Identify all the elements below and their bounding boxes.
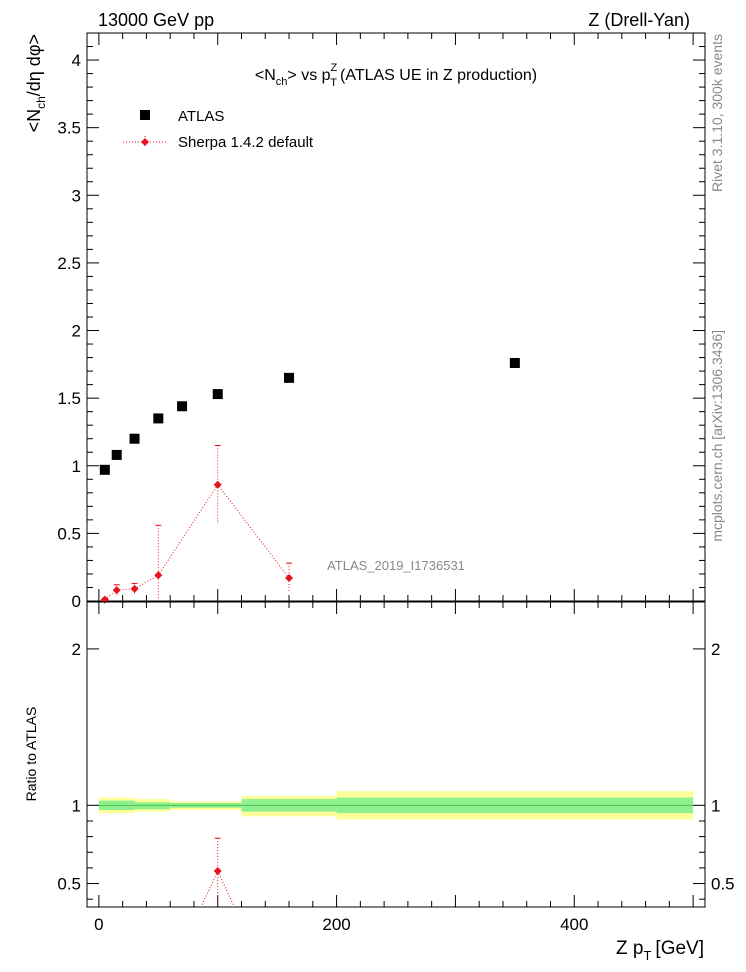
atlas-point (111, 449, 122, 460)
sherpa-point (112, 586, 121, 595)
legend-atlas-label: ATLAS (178, 108, 224, 125)
atlas-point (284, 372, 295, 383)
atlas-point (509, 357, 520, 368)
upper-y-tick-label: 1.5 (57, 389, 81, 408)
legend-sherpa-label: Sherpa 1.4.2 default (178, 134, 314, 151)
x-tick-label: 0 (94, 915, 103, 934)
legend: ATLAS Sherpa 1.4.2 default (123, 108, 314, 151)
atlas-point (129, 433, 140, 444)
upper-axis-ticks: 0 0.5 1 1.5 2 2.5 3 3.5 4 (57, 32, 705, 611)
mcplots-label: mcplots.cern.ch [arXiv:1306.3436] (709, 330, 725, 542)
y-axis-label: <Nch/dη dφ> (24, 34, 48, 132)
atlas-point (153, 413, 164, 424)
chart-title: <Nch> vs pZ T (ATLAS UE in Z production) (255, 62, 537, 89)
sherpa-point (154, 571, 163, 580)
upper-data (99, 357, 520, 604)
ratio-data (200, 837, 235, 908)
upper-y-tick-label: 0 (72, 592, 81, 611)
atlas-point (99, 464, 110, 475)
atlas-point (177, 401, 188, 412)
upper-y-tick-label: 2 (72, 322, 81, 341)
ratio-y-axis-label: Ratio to ATLAS (23, 707, 39, 802)
ratio-y-tick-label-right: 1 (711, 796, 720, 815)
ratio-line-left (200, 870, 219, 908)
legend-atlas-marker (140, 110, 150, 120)
upper-y-tick-label: 0.5 (57, 524, 81, 543)
ratio-bands (98, 791, 694, 820)
rivet-label: Rivet 3.1.10, 300k events (709, 34, 725, 192)
ratio-y-tick-label: 2 (72, 640, 81, 659)
legend-sherpa-marker (141, 138, 149, 146)
upper-y-tick-label: 3 (72, 186, 81, 205)
sherpa-point (130, 584, 139, 593)
ratio-y-tick-label: 0.5 (57, 875, 81, 894)
ratio-line-right (217, 870, 235, 908)
upper-y-tick-label: 1 (72, 457, 81, 476)
x-tick-label: 200 (322, 915, 350, 934)
header-left: 13000 GeV pp (98, 10, 214, 30)
ratio-point (213, 867, 222, 876)
atlas-point (212, 389, 223, 400)
sherpa-point (285, 574, 294, 583)
sherpa-point (213, 480, 222, 489)
analysis-watermark: ATLAS_2019_I1736531 (327, 558, 465, 573)
x-axis-label: Z pT [GeV] (616, 938, 704, 963)
lower-axis-ticks: 0.5 0.5 1 1 2 2 0 200 400 (57, 602, 735, 934)
sherpa-line (104, 483, 290, 601)
upper-y-tick-label: 3.5 (57, 119, 81, 138)
ratio-y-tick-label-right: 0.5 (711, 875, 735, 894)
lower-panel-frame (86, 601, 706, 908)
ratio-y-tick-label-right: 2 (711, 640, 720, 659)
ratio-y-tick-label: 1 (72, 796, 81, 815)
header-right: Z (Drell-Yan) (588, 10, 690, 30)
x-tick-label: 400 (560, 915, 588, 934)
upper-y-tick-label: 4 (72, 51, 81, 70)
upper-y-tick-label: 2.5 (57, 254, 81, 273)
